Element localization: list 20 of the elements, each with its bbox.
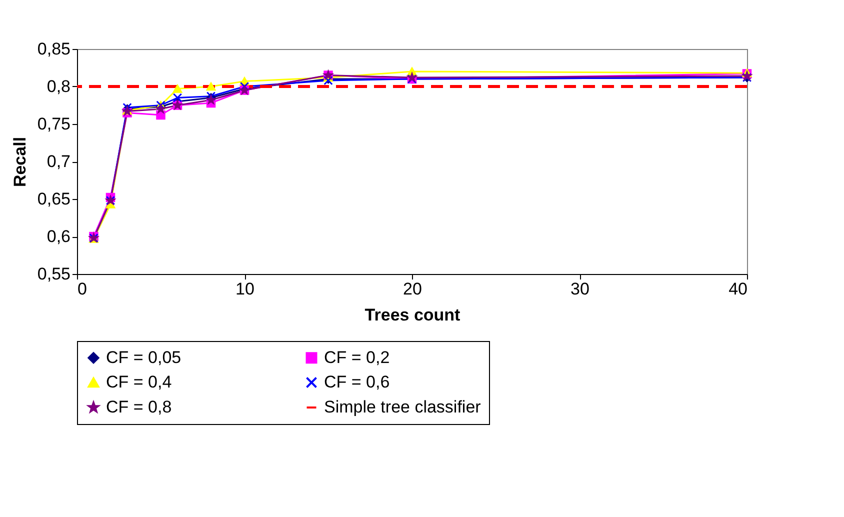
legend-label: CF = 0,05 bbox=[106, 348, 182, 367]
y-tick-label: 0,6 bbox=[46, 227, 70, 246]
legend-label: CF = 0,8 bbox=[106, 398, 172, 416]
y-axis-title: Recall bbox=[10, 136, 30, 188]
y-tick-label: 0,85 bbox=[37, 40, 70, 58]
x-tick-label: 30 bbox=[570, 280, 590, 298]
legend-label: CF = 0,4 bbox=[106, 372, 172, 392]
x-tick-label: 20 bbox=[403, 280, 422, 298]
y-tick-label: 0,7 bbox=[46, 152, 70, 171]
y-tick-label: 0,55 bbox=[37, 264, 70, 284]
y-tick-label: 0,8 bbox=[46, 77, 70, 96]
legend-label: CF = 0,6 bbox=[324, 372, 390, 392]
x-tick-label: 40 bbox=[728, 280, 748, 298]
legend-label: Simple tree classifier bbox=[324, 398, 482, 416]
y-tick-label: 0,75 bbox=[37, 114, 70, 134]
x-tick-label: 10 bbox=[236, 280, 254, 298]
x-tick-label: 0 bbox=[78, 280, 87, 298]
x-axis-title: Trees count bbox=[364, 306, 461, 324]
legend-label: CF = 0,2 bbox=[324, 348, 390, 367]
y-tick-label: 0,65 bbox=[37, 190, 70, 208]
